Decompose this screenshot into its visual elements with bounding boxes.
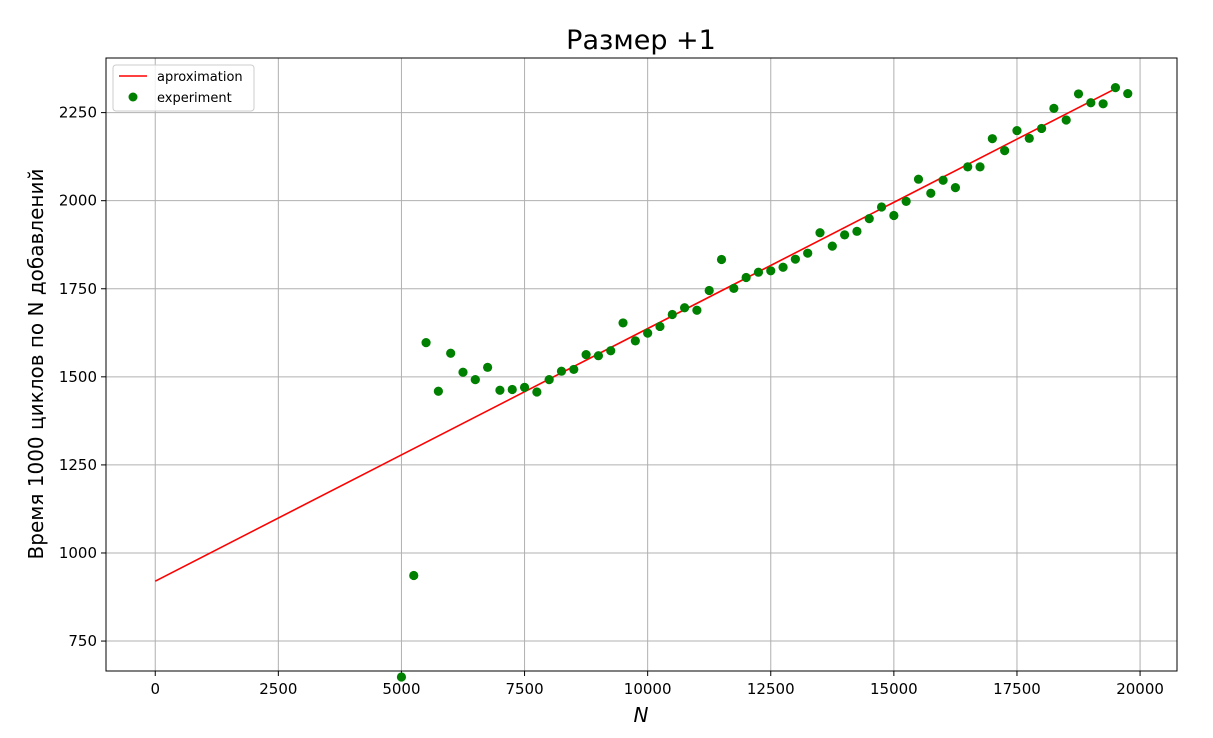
experiment-point bbox=[753, 267, 764, 277]
experiment-point bbox=[876, 202, 887, 212]
experiment-point bbox=[433, 386, 443, 396]
experiment-point bbox=[519, 382, 530, 392]
legend: aproximation experiment bbox=[112, 64, 255, 112]
experiment-point bbox=[1061, 115, 1071, 125]
experiment-point bbox=[901, 196, 911, 206]
x-tick-label: 5000 bbox=[382, 680, 420, 698]
experiment-point bbox=[950, 183, 961, 193]
y-tick-label: 2250 bbox=[59, 104, 97, 122]
experiment-point bbox=[409, 570, 419, 581]
experiment-point bbox=[790, 254, 800, 264]
grid bbox=[106, 58, 1177, 671]
experiment-point bbox=[1036, 123, 1047, 134]
experiment-point bbox=[963, 162, 973, 172]
experiment-point bbox=[1000, 146, 1010, 156]
y-tick-label: 1000 bbox=[59, 544, 97, 562]
legend-label-aproximation: aproximation bbox=[157, 70, 243, 85]
experiment-point bbox=[1049, 103, 1059, 113]
x-tick-label: 20000 bbox=[1116, 680, 1164, 698]
x-tick-label: 10000 bbox=[624, 680, 672, 698]
experiment-point bbox=[421, 338, 431, 348]
experiment-point bbox=[704, 285, 714, 296]
experiment-point bbox=[630, 336, 640, 346]
y-tick-label: 1250 bbox=[59, 456, 97, 474]
series bbox=[154, 82, 1133, 682]
experiment-point bbox=[593, 351, 604, 361]
experiment-point bbox=[913, 174, 924, 184]
experiment-point bbox=[655, 321, 665, 332]
experiment-point bbox=[667, 309, 677, 320]
legend-box bbox=[112, 64, 255, 112]
legend-point-swatch bbox=[128, 92, 138, 102]
experiment-point bbox=[606, 346, 616, 356]
experiment-point bbox=[803, 248, 813, 258]
y-tick-label: 750 bbox=[68, 632, 97, 650]
experiment-point bbox=[778, 262, 788, 272]
y-tick-label: 2000 bbox=[59, 192, 97, 210]
experiment-point bbox=[544, 375, 554, 385]
experiment-point bbox=[1110, 82, 1121, 93]
experiment-point bbox=[556, 366, 567, 376]
x-tick-label: 2500 bbox=[259, 680, 297, 698]
y-tick-label: 1750 bbox=[59, 280, 97, 298]
experiment-point bbox=[938, 175, 948, 185]
experiment-point bbox=[1098, 99, 1108, 109]
experiment-point bbox=[864, 214, 874, 224]
experiment-point bbox=[692, 305, 702, 315]
x-tick-label: 12500 bbox=[747, 680, 795, 698]
experiment-point bbox=[643, 328, 653, 338]
experiment-point bbox=[926, 188, 936, 198]
experiment-point bbox=[507, 384, 517, 395]
x-tick-label: 0 bbox=[150, 680, 160, 698]
experiment-point bbox=[483, 362, 493, 372]
experiment-point bbox=[840, 230, 850, 240]
experiment-point bbox=[1073, 89, 1084, 99]
experiment-point bbox=[729, 283, 739, 294]
experiment-point bbox=[446, 348, 456, 358]
experiment-point bbox=[889, 210, 899, 221]
aproximation-line bbox=[154, 87, 1116, 582]
experiment-point bbox=[1086, 98, 1096, 108]
experiment-point bbox=[741, 272, 751, 283]
experiment-point bbox=[975, 162, 985, 172]
experiment-point bbox=[581, 350, 591, 360]
experiment-point bbox=[852, 226, 862, 236]
plot-frame bbox=[105, 57, 1178, 672]
x-tick-label: 7500 bbox=[505, 680, 543, 698]
x-tick-label: 15000 bbox=[870, 680, 918, 698]
x-tick-label: 17500 bbox=[993, 680, 1041, 698]
experiment-point bbox=[396, 672, 407, 682]
experiment-point bbox=[1024, 133, 1034, 143]
experiment-point bbox=[458, 367, 468, 377]
y-tick-label: 1500 bbox=[59, 368, 97, 386]
experiment-point bbox=[827, 241, 837, 251]
y-axis-label: Время 1000 циклов по N добавлений bbox=[24, 169, 48, 560]
experiment-point bbox=[495, 385, 505, 395]
experiment-point bbox=[1012, 125, 1022, 136]
experiment-point bbox=[679, 303, 690, 313]
experiment-point bbox=[815, 228, 825, 238]
experiment-point bbox=[1123, 88, 1133, 99]
experiment-point bbox=[716, 254, 727, 265]
ticks: 0 2500 5000 7500 10000 12500 15000 17500 20000 75… bbox=[59, 104, 1164, 698]
experiment-point bbox=[532, 387, 542, 397]
experiment-point bbox=[766, 266, 776, 276]
experiment-point bbox=[470, 375, 480, 385]
experiment-point bbox=[618, 318, 628, 328]
experiment-point bbox=[569, 364, 579, 375]
experiment-point bbox=[987, 134, 997, 144]
x-axis-label: N bbox=[634, 703, 649, 727]
legend-label-experiment: experiment bbox=[157, 91, 232, 106]
chart-title: Размер +1 bbox=[566, 25, 716, 56]
